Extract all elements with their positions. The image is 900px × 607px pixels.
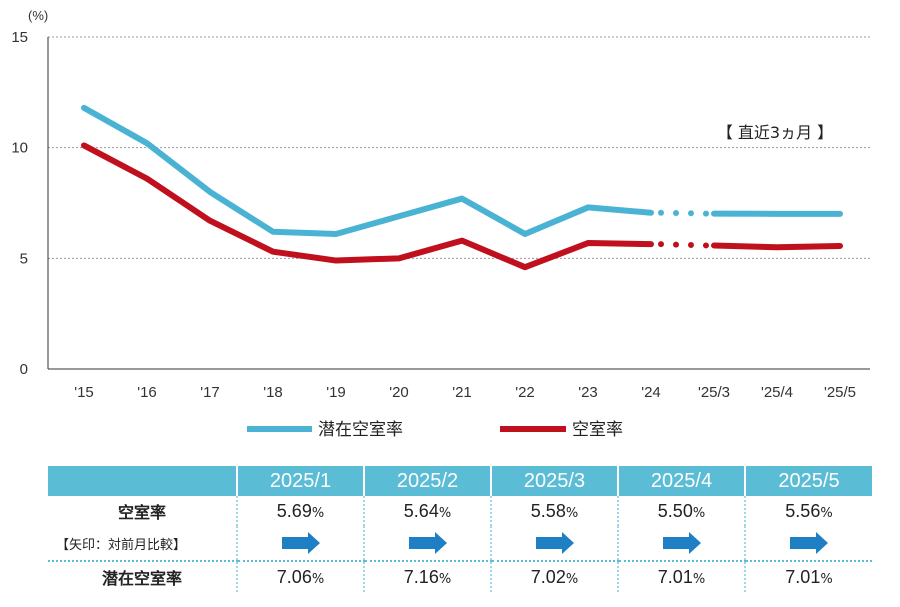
table-row-vacancy: 空室率 5.69% 5.64% 5.58% 5.50% 5.56% <box>48 496 872 526</box>
series-line-vacancy <box>81 142 654 271</box>
right-arrow-icon <box>535 532 574 554</box>
table-cell: 5.69% <box>236 496 364 526</box>
y-unit-label: (%) <box>28 8 48 23</box>
table-cell <box>617 526 745 562</box>
table-header-month: 2025/1 <box>236 466 364 496</box>
x-tick-label: '18 <box>263 384 283 401</box>
table-cell: 5.50% <box>617 496 745 526</box>
table-cell: 7.01% <box>617 561 745 592</box>
table-row-arrows: 【矢印：対前月比較】 <box>48 526 872 562</box>
table-cell: 5.64% <box>363 496 491 526</box>
row-label-arrow-note: 【矢印：対前月比較】 <box>48 526 237 562</box>
series-line-recent <box>711 242 843 251</box>
table-header-month: 2025/2 <box>363 466 491 496</box>
x-tick-label: '20 <box>389 384 409 401</box>
table-header-blank <box>48 466 237 496</box>
table-header-row: 2025/1 2025/2 2025/3 2025/4 2025/5 <box>48 466 872 496</box>
right-arrow-icon <box>281 532 320 554</box>
series-line-potential-vacancy <box>81 104 654 237</box>
table-cell: 7.06% <box>236 561 364 592</box>
table-header-month: 2025/4 <box>617 466 745 496</box>
legend-label-potential-vacancy: 潜在空室率 <box>318 420 403 440</box>
table-header-month: 2025/5 <box>744 466 872 496</box>
table-cell: 7.02% <box>490 561 618 592</box>
table-cell: 5.56% <box>744 496 872 526</box>
x-tick-label: '24 <box>641 384 661 401</box>
x-tick-label: '22 <box>515 384 535 401</box>
x-tick-label: '23 <box>578 384 598 401</box>
table-cell: 7.16% <box>363 561 491 592</box>
series-dotted-bridge <box>658 209 711 217</box>
x-tick-label: '25/3 <box>698 384 730 401</box>
table-cell <box>236 526 364 562</box>
y-tick-label: 15 <box>11 29 28 46</box>
x-tick-label: '25/4 <box>761 384 793 401</box>
y-tick-label: 10 <box>11 140 28 157</box>
line-chart: 0 5 10 15(%) '15 '16 '17 '18 '19 '20 '21 '22 '23 '24 '… <box>11 8 870 440</box>
table-cell <box>744 526 872 562</box>
table-cell: 7.01% <box>744 561 872 592</box>
y-tick-label: 5 <box>20 250 28 267</box>
row-label-vacancy: 空室率 <box>117 503 166 522</box>
table-row-potential-vacancy: 潜在空室率 7.06% 7.16% 7.02% 7.01% 7.01% <box>48 561 872 592</box>
table-header-month: 2025/3 <box>490 466 618 496</box>
series-dotted-bridge <box>658 241 711 249</box>
x-tick-label: '19 <box>326 384 346 401</box>
legend-label-vacancy: 空室率 <box>572 420 623 440</box>
x-tick-label: '15 <box>74 384 94 401</box>
table-cell <box>490 526 618 562</box>
annotation-recent-3-months: 【 直近3ヵ月 】 <box>717 123 833 142</box>
x-tick-label: '17 <box>200 384 220 401</box>
right-arrow-icon <box>662 532 701 554</box>
row-label-potential-vacancy: 潜在空室率 <box>101 569 182 588</box>
table-cell: 5.58% <box>490 496 618 526</box>
right-arrow-icon <box>790 532 828 554</box>
x-tick-label: '16 <box>137 384 157 401</box>
y-tick-label: 0 <box>20 361 28 378</box>
monthly-table: 2025/1 2025/2 2025/3 2025/4 2025/5 空室率 5… <box>48 466 872 592</box>
x-tick-label: '21 <box>452 384 472 401</box>
x-tick-label: '25/5 <box>824 384 856 401</box>
table-cell <box>363 526 491 562</box>
right-arrow-icon <box>408 532 447 554</box>
